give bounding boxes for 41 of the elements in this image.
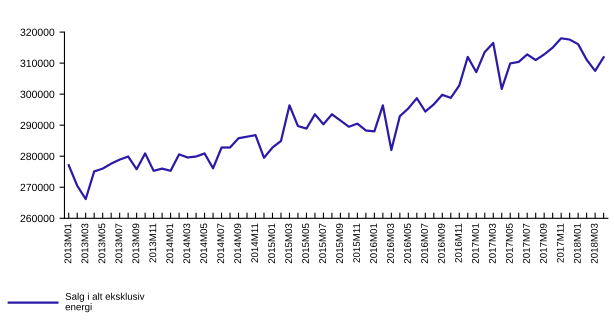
- x-tick-label: 2016M07: [421, 224, 428, 264]
- x-tick-label: 2015M07: [319, 224, 326, 264]
- x-tick-label: 2017M05: [506, 224, 513, 264]
- x-tick-label: 2015M03: [285, 224, 292, 264]
- y-tick-label: 260000: [20, 214, 54, 222]
- x-tick-label: 2014M03: [183, 224, 190, 264]
- x-tick-label: 2014M01: [166, 224, 174, 264]
- text: Salg i alt eksklusiv energi: [66, 292, 145, 312]
- y-tick-label: 270000: [20, 184, 54, 192]
- y-tick-label: 290000: [20, 122, 54, 130]
- x-tick-label: 2013M09: [132, 224, 140, 264]
- x-tick-label: 2014M05: [200, 224, 208, 264]
- x-tick-label: 2017M01: [472, 224, 479, 264]
- x-tick-label: 2013M05: [98, 224, 106, 264]
- line-series: [68, 37, 605, 200]
- y-tick-label: 300000: [20, 90, 54, 98]
- x-tick-label: 2017M03: [488, 224, 496, 264]
- y-tick-label: 320000: [20, 28, 54, 36]
- x-tick-label: 2016M11: [455, 224, 462, 262]
- x-tick-label: 2015M09: [336, 224, 344, 264]
- x-tick-label: 2016M01: [370, 224, 377, 264]
- x-tick-label: 2016M05: [404, 224, 411, 264]
- x-tick-label: 2013M03: [81, 224, 88, 264]
- x-tick-label: 2017M09: [540, 224, 547, 264]
- x-tick-label: 2016M09: [438, 224, 445, 264]
- x-tick-label: 2015M11: [353, 224, 360, 262]
- x-tick-label: 2015M01: [268, 224, 276, 264]
- x-tick-label: 2013M07: [115, 224, 122, 264]
- y-tick-label: 280000: [20, 152, 54, 160]
- x-tick-label: 2017M11: [556, 224, 564, 262]
- x-tick-label: 2013M11: [149, 224, 156, 262]
- x-tick-label: 2018M01: [574, 224, 581, 264]
- y-tick-label: 310000: [20, 60, 54, 68]
- x-tick-label: 2017M07: [522, 224, 530, 264]
- x-tick-label: 2013M01: [64, 224, 72, 264]
- x-tick-label: 2014M07: [217, 224, 224, 264]
- x-tick-label: 2015M05: [302, 224, 310, 264]
- x-tick-label: 2018M03: [590, 224, 598, 264]
- x-tick-label: 2014M09: [234, 224, 242, 264]
- x-tick-label: 2016M03: [387, 224, 394, 264]
- x-tick-label: 2014M11: [251, 224, 258, 262]
